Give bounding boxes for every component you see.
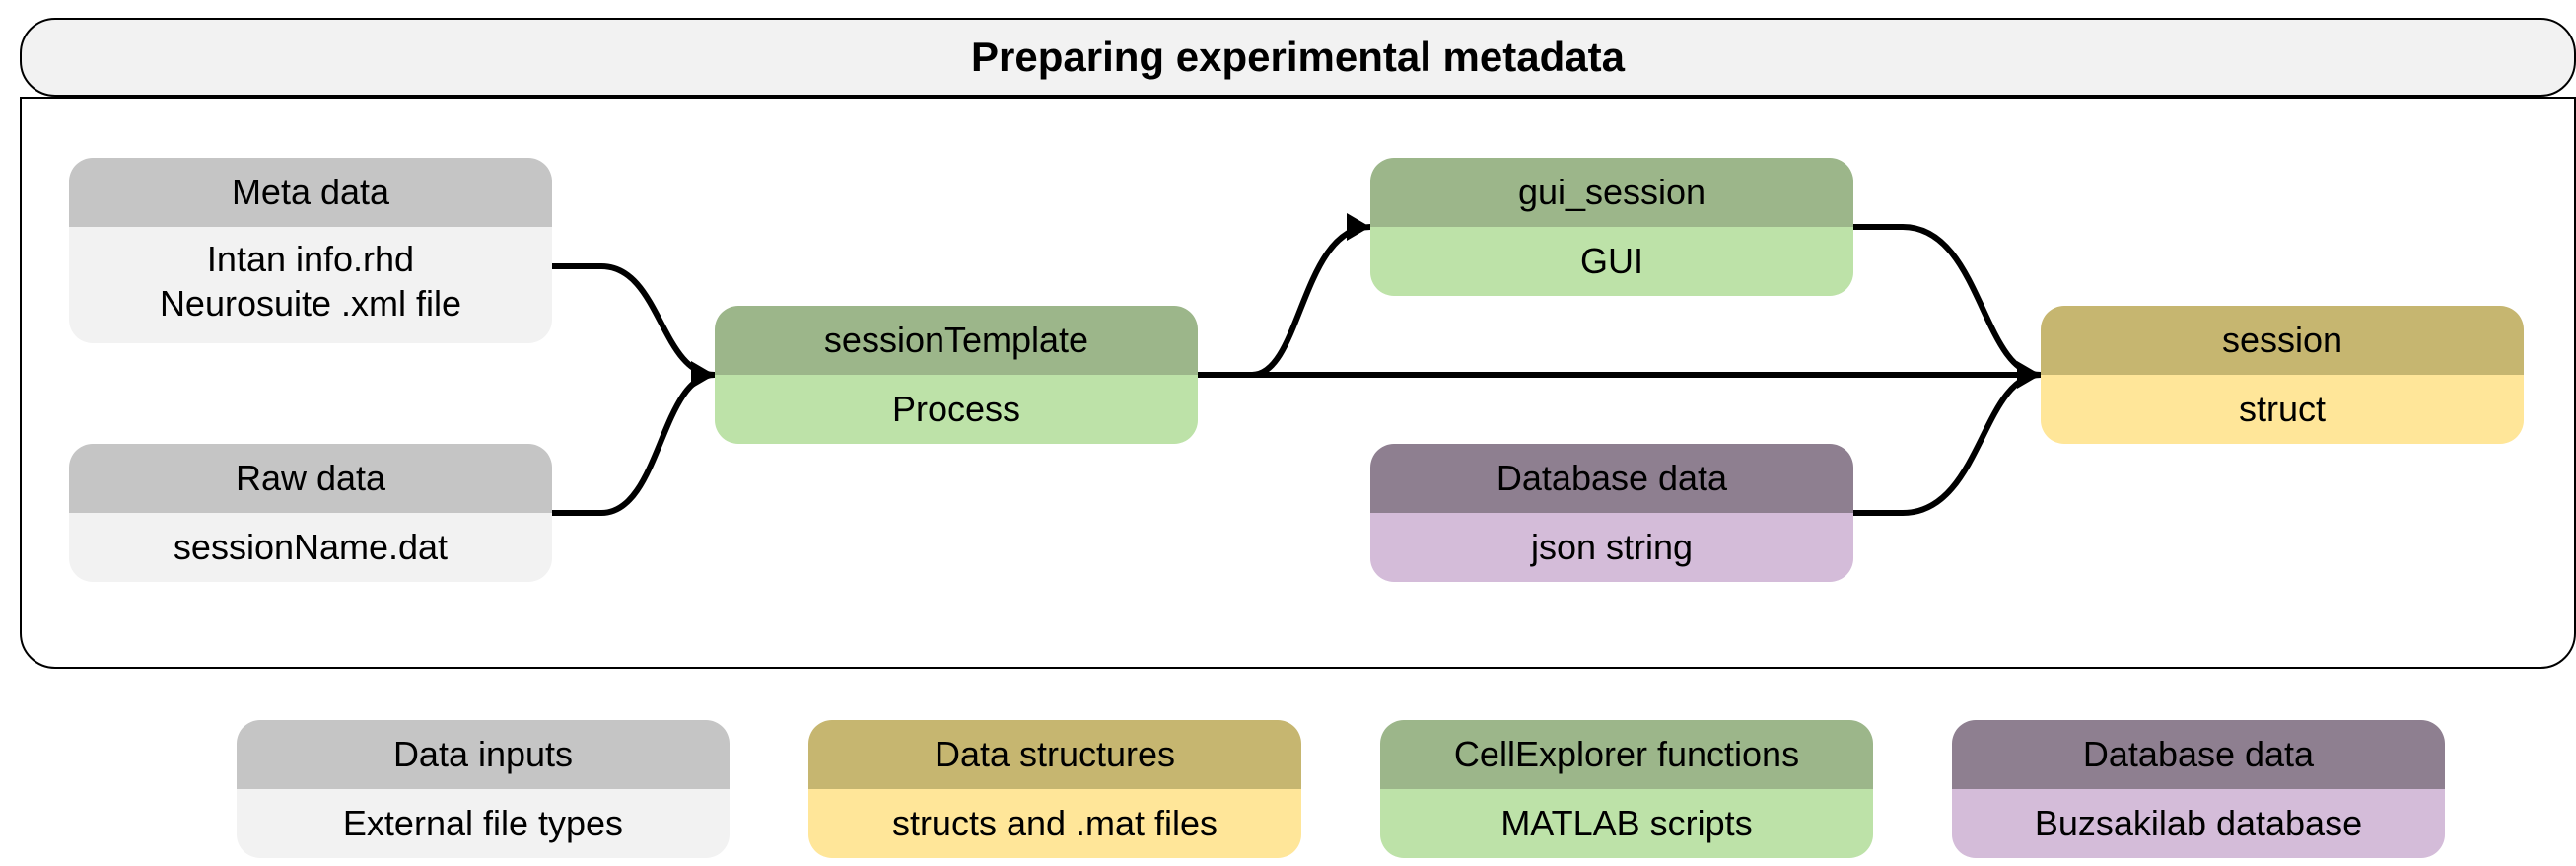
- node-legend-3-head: Database data: [1952, 720, 2445, 789]
- node-raw-head: Raw data: [69, 444, 552, 513]
- node-raw-body: sessionName.dat: [69, 513, 552, 582]
- node-legend-1-head: Data structures: [808, 720, 1301, 789]
- node-legend-3-body: Buzsakilab database: [1952, 789, 2445, 858]
- node-gui-head: gui_session: [1370, 158, 1853, 227]
- node-legend-2-head: CellExplorer functions: [1380, 720, 1873, 789]
- node-session-head: session: [2041, 306, 2524, 375]
- node-db: Database datajson string: [1370, 444, 1853, 582]
- node-legend-0-head: Data inputs: [237, 720, 730, 789]
- node-template-head: sessionTemplate: [715, 306, 1198, 375]
- node-legend-1-body: structs and .mat files: [808, 789, 1301, 858]
- node-legend-1: Data structuresstructs and .mat files: [808, 720, 1301, 858]
- node-meta-head: Meta data: [69, 158, 552, 227]
- node-legend-2-body: MATLAB scripts: [1380, 789, 1873, 858]
- node-gui: gui_sessionGUI: [1370, 158, 1853, 296]
- node-legend-3: Database dataBuzsakilab database: [1952, 720, 2445, 858]
- node-template: sessionTemplateProcess: [715, 306, 1198, 444]
- node-meta-body: Intan info.rhdNeurosuite .xml file: [69, 227, 552, 343]
- diagram-title-text: Preparing experimental metadata: [971, 34, 1625, 80]
- node-legend-0-body: External file types: [237, 789, 730, 858]
- node-gui-body: GUI: [1370, 227, 1853, 296]
- node-session-body: struct: [2041, 375, 2524, 444]
- node-db-body: json string: [1370, 513, 1853, 582]
- node-legend-2: CellExplorer functionsMATLAB scripts: [1380, 720, 1873, 858]
- node-meta: Meta dataIntan info.rhdNeurosuite .xml f…: [69, 158, 552, 343]
- node-session: sessionstruct: [2041, 306, 2524, 444]
- node-template-body: Process: [715, 375, 1198, 444]
- node-db-head: Database data: [1370, 444, 1853, 513]
- node-raw: Raw datasessionName.dat: [69, 444, 552, 582]
- diagram-title: Preparing experimental metadata: [20, 18, 2576, 97]
- node-legend-0: Data inputsExternal file types: [237, 720, 730, 858]
